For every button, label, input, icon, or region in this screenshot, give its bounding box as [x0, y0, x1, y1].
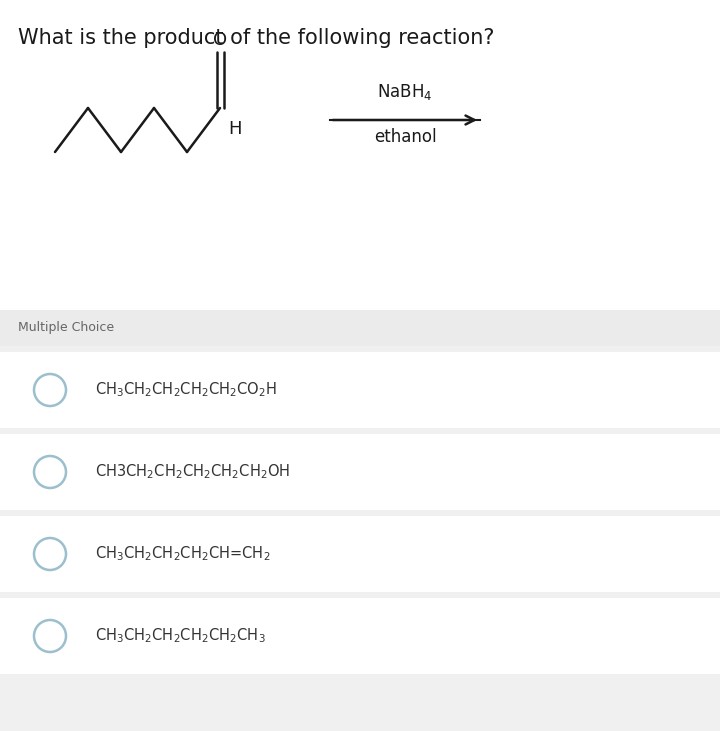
Text: CH3CH$_2$CH$_2$CH$_2$CH$_2$CH$_2$OH: CH3CH$_2$CH$_2$CH$_2$CH$_2$CH$_2$OH [95, 463, 290, 481]
Bar [0, 598, 720, 674]
Text: NaBH$_4$: NaBH$_4$ [377, 82, 433, 102]
Text: Multiple Choice: Multiple Choice [18, 322, 114, 335]
Bar [0, 310, 720, 346]
Text: CH$_3$CH$_2$CH$_2$CH$_2$CH=CH$_2$: CH$_3$CH$_2$CH$_2$CH$_2$CH=CH$_2$ [95, 545, 271, 564]
Text: What is the product of the following reaction?: What is the product of the following rea… [18, 28, 495, 48]
Bar [0, 352, 720, 428]
Text: CH$_3$CH$_2$CH$_2$CH$_2$CH$_2$CH$_3$: CH$_3$CH$_2$CH$_2$CH$_2$CH$_2$CH$_3$ [95, 626, 266, 645]
Text: ethanol: ethanol [374, 128, 436, 146]
Bar [0, 346, 720, 731]
Bar [0, 516, 720, 592]
Text: O: O [213, 31, 227, 49]
Text: CH$_3$CH$_2$CH$_2$CH$_2$CH$_2$CO$_2$H: CH$_3$CH$_2$CH$_2$CH$_2$CH$_2$CO$_2$H [95, 381, 277, 399]
Text: H: H [228, 120, 241, 138]
Bar [0, 434, 720, 510]
